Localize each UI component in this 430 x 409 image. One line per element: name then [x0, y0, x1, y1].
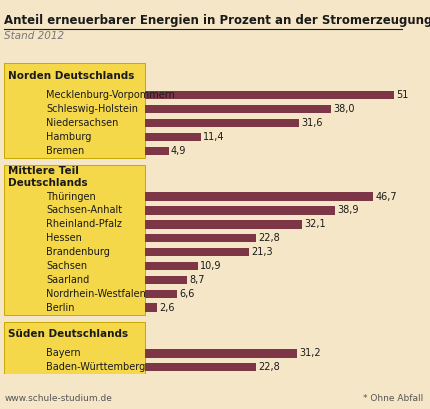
Text: Baden-Württemberg: Baden-Württemberg — [46, 362, 146, 372]
Bar — [145, 290, 177, 298]
Text: 38,9: 38,9 — [337, 205, 359, 216]
Bar — [4, 165, 145, 315]
Bar — [4, 63, 145, 158]
Text: Stand 2012: Stand 2012 — [4, 31, 64, 40]
Bar — [145, 276, 187, 284]
Bar — [145, 349, 298, 357]
Text: Bremen: Bremen — [46, 146, 85, 156]
Text: 4,9: 4,9 — [171, 146, 186, 156]
Text: Berlin: Berlin — [46, 303, 75, 312]
Text: * Ohne Abfall: * Ohne Abfall — [363, 394, 424, 403]
Text: Süden Deutschlands: Süden Deutschlands — [9, 329, 129, 339]
Bar — [145, 105, 331, 113]
Text: Saarland: Saarland — [46, 275, 90, 285]
Text: Nordrhein-Westfalen: Nordrhein-Westfalen — [46, 289, 146, 299]
Text: 8,7: 8,7 — [190, 275, 205, 285]
Bar — [145, 303, 157, 312]
Text: 46,7: 46,7 — [375, 191, 397, 202]
Bar — [145, 193, 373, 201]
Text: 2,6: 2,6 — [160, 303, 175, 312]
Text: 21,3: 21,3 — [251, 247, 273, 257]
Text: Sachsen: Sachsen — [46, 261, 88, 271]
Text: Schleswig-Holstein: Schleswig-Holstein — [46, 104, 138, 114]
Text: Mittlere Teil
Deutschlands: Mittlere Teil Deutschlands — [9, 166, 88, 189]
Text: 22,8: 22,8 — [258, 233, 280, 243]
Bar — [145, 91, 394, 99]
Bar — [145, 262, 198, 270]
Bar — [145, 248, 249, 256]
Bar — [145, 234, 256, 243]
Bar — [4, 321, 145, 374]
Text: 51: 51 — [396, 90, 409, 100]
Text: Norden Deutschlands: Norden Deutschlands — [9, 71, 135, 81]
Text: Hessen: Hessen — [46, 233, 82, 243]
Text: 22,8: 22,8 — [258, 362, 280, 372]
Text: Thüringen: Thüringen — [46, 191, 96, 202]
Text: 32,1: 32,1 — [304, 219, 326, 229]
Text: Anteil erneuerbarer Energien in Prozent an der Stromerzeugung *: Anteil erneuerbarer Energien in Prozent … — [4, 14, 430, 27]
Text: Rheinland-Pfalz: Rheinland-Pfalz — [46, 219, 122, 229]
Text: www.schule-studium.de: www.schule-studium.de — [4, 394, 112, 403]
Text: 38,0: 38,0 — [333, 104, 354, 114]
Bar — [145, 133, 200, 141]
Bar — [145, 206, 335, 215]
Text: 31,6: 31,6 — [301, 118, 323, 128]
Text: Niedersachsen: Niedersachsen — [46, 118, 119, 128]
Text: Sachsen-Anhalt: Sachsen-Anhalt — [46, 205, 123, 216]
Text: Mecklenburg-Vorpommern: Mecklenburg-Vorpommern — [46, 90, 175, 100]
Bar — [145, 363, 256, 371]
Text: 6,6: 6,6 — [179, 289, 195, 299]
Bar — [145, 220, 302, 229]
Bar — [145, 147, 169, 155]
Text: 11,4: 11,4 — [203, 132, 224, 142]
Bar — [145, 119, 299, 127]
Text: 31,2: 31,2 — [300, 348, 321, 358]
Text: Bayern: Bayern — [46, 348, 81, 358]
Text: Hamburg: Hamburg — [46, 132, 92, 142]
Text: Brandenburg: Brandenburg — [46, 247, 111, 257]
Text: 10,9: 10,9 — [200, 261, 222, 271]
